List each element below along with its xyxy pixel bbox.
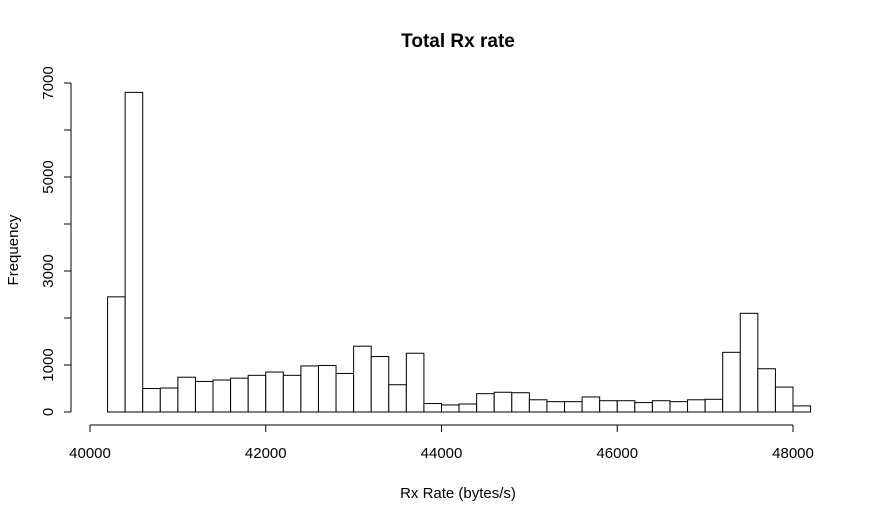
histogram-bar: [476, 393, 495, 413]
histogram-bar: [370, 356, 390, 413]
histogram-bar: [564, 401, 583, 413]
histogram-bar: [581, 396, 601, 413]
histogram-bar: [687, 399, 706, 413]
histogram-bar: [335, 372, 355, 413]
histogram-bar: [722, 351, 741, 413]
histogram-bar: [247, 374, 267, 413]
histogram-bar: [792, 405, 812, 413]
chart-title: Total Rx rate: [401, 31, 515, 52]
histogram-bar: [124, 91, 144, 413]
histogram-bar: [739, 312, 759, 413]
histogram-bar: [300, 365, 319, 413]
histogram-bar: [353, 345, 372, 413]
histogram-bar: [405, 352, 425, 413]
y-tick-label: 7000: [40, 66, 57, 99]
x-tick-label: 48000: [772, 445, 814, 462]
histogram-bar: [757, 368, 776, 413]
histogram-bar: [177, 376, 196, 413]
histogram-bar: [493, 391, 513, 413]
x-axis: 40000 42000 44000 46000 48000: [69, 424, 814, 462]
histogram-bar: [212, 379, 232, 413]
bars-layer: [107, 91, 812, 413]
histogram-bar: [142, 388, 161, 413]
histogram-bar: [669, 401, 689, 413]
y-tick-label: 5000: [40, 160, 57, 193]
x-tick-label: 40000: [69, 445, 111, 462]
histogram-bar: [107, 296, 126, 413]
histogram-bar: [651, 400, 671, 413]
x-tick-label: 46000: [596, 445, 638, 462]
x-tick-label: 42000: [245, 445, 287, 462]
histogram-bar: [230, 377, 249, 413]
histogram-bar: [546, 401, 566, 413]
histogram-bar: [458, 403, 478, 413]
histogram-bar: [634, 402, 653, 413]
x-tick-label: 44000: [421, 445, 463, 462]
histogram-bar: [194, 380, 214, 413]
histogram-bar: [159, 387, 179, 413]
y-tick-label: 1000: [40, 348, 57, 381]
y-tick-label: 3000: [40, 254, 57, 287]
histogram-bar: [704, 398, 724, 413]
histogram-bar: [282, 374, 302, 413]
histogram-bar: [528, 399, 548, 413]
histogram-bar: [511, 392, 530, 413]
y-axis-label: Frequency: [5, 214, 22, 285]
histogram-bar: [441, 404, 460, 413]
x-axis-label: Rx Rate (bytes/s): [400, 485, 516, 502]
histogram-bar: [774, 386, 794, 413]
y-axis: 0 1000 3000 5000 7000: [40, 66, 72, 416]
histogram-bar: [388, 384, 407, 413]
y-tick-label: 0: [40, 408, 57, 416]
histogram-bar: [423, 403, 442, 413]
histogram-bar: [317, 364, 337, 413]
histogram-bar: [616, 400, 636, 413]
histogram-bar: [599, 400, 618, 413]
histogram-bar: [265, 371, 284, 413]
